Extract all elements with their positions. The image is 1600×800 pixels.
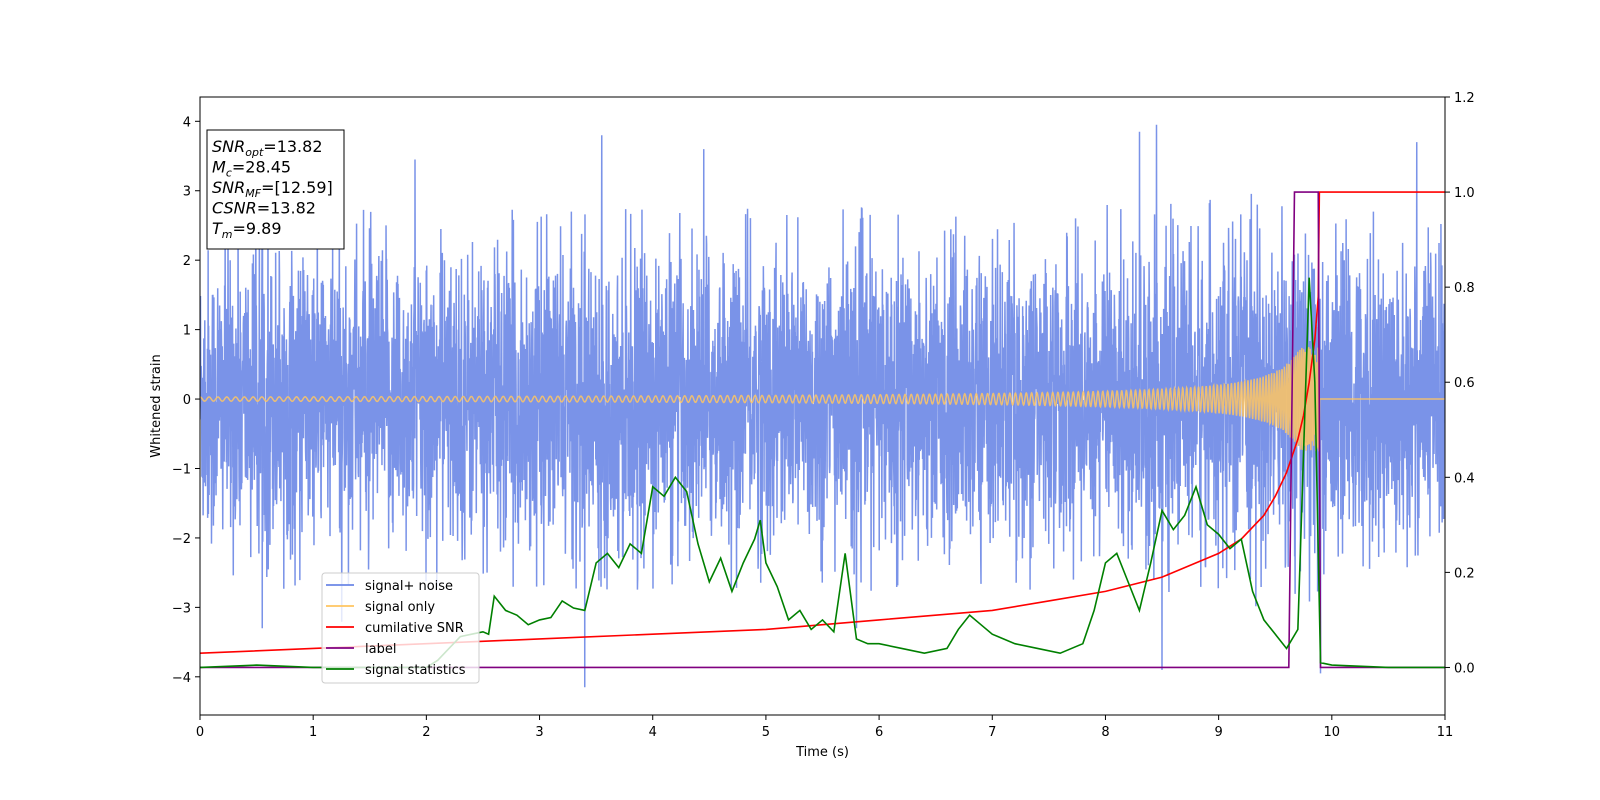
label-line	[200, 191, 1445, 669]
plot-area	[200, 124, 1445, 688]
legend-item: label	[326, 642, 396, 657]
x-tick-label: 2	[422, 725, 430, 740]
y-tick-label: 1	[183, 324, 191, 339]
signal-only-line	[200, 347, 1445, 452]
y2-tick-label: 0.8	[1454, 281, 1475, 296]
legend: signal+ noise signal only cumilative SNR la…	[321, 572, 480, 684]
legend-item: signal only	[326, 600, 435, 615]
legend-label: label	[365, 642, 396, 657]
info-line: SNRopt=13.82	[212, 137, 323, 159]
legend-item: signal statistics	[326, 663, 466, 678]
y2-tick-label: 1.2	[1454, 91, 1475, 106]
x-tick-label: 7	[988, 725, 996, 740]
y-tick-label: 4	[183, 115, 191, 130]
x-tick-label: 10	[1324, 725, 1341, 740]
y-tick-label: −3	[172, 601, 191, 616]
legend-label: signal statistics	[365, 663, 466, 678]
x-axis: 0 1 2 3 4 5 6 7 8 9 10 11	[196, 715, 1453, 740]
x-tick-label: 0	[196, 725, 204, 740]
legend-item: cumilative SNR	[326, 621, 464, 636]
y-tick-label: −1	[172, 462, 191, 477]
info-line: CSNR=13.82	[212, 199, 316, 218]
y-tick-label: 0	[183, 393, 191, 408]
legend-item: signal+ noise	[326, 579, 453, 594]
y-axis-left: −4 −3 −2 −1 0 1 2 3 4	[172, 115, 200, 686]
signal-noise-line	[200, 124, 1445, 688]
plot-frame	[199, 96, 1446, 716]
x-tick-label: 4	[649, 725, 657, 740]
x-tick-label: 1	[309, 725, 317, 740]
y-tick-label: 3	[183, 185, 191, 200]
info-line: SNRMF=[12.59]	[212, 178, 333, 200]
y-axis-label: Whitened strain	[149, 354, 164, 457]
legend-label: cumilative SNR	[365, 621, 464, 636]
cumulative-snr-line	[200, 191, 1445, 654]
y-tick-label: 2	[183, 254, 191, 269]
x-tick-label: 8	[1101, 725, 1109, 740]
x-tick-label: 6	[875, 725, 883, 740]
y-tick-label: −4	[172, 671, 191, 686]
info-box: SNRopt=13.82Mc=28.45SNRMF=[12.59]CSNR=13…	[206, 129, 345, 250]
y2-tick-label: 0.2	[1454, 566, 1475, 581]
legend-frame	[321, 572, 480, 684]
y-tick-label: −2	[172, 532, 191, 547]
y2-tick-label: 0.6	[1454, 376, 1475, 391]
x-tick-label: 11	[1437, 725, 1454, 740]
legend-label: signal+ noise	[365, 579, 453, 594]
y2-tick-label: 0.0	[1454, 661, 1475, 676]
x-tick-label: 9	[1214, 725, 1222, 740]
y2-tick-label: 0.4	[1454, 471, 1475, 486]
x-axis-label: Time (s)	[795, 745, 849, 760]
info-line: Tm=9.89	[212, 219, 282, 241]
info-line: Mc=28.45	[212, 158, 291, 180]
legend-label: signal only	[365, 600, 435, 615]
y2-tick-label: 1.0	[1454, 186, 1475, 201]
x-tick-label: 3	[535, 725, 543, 740]
info-box-frame	[206, 129, 345, 250]
y-axis-right: 0.0 0.2 0.4 0.6 0.8 1.0 1.2	[1445, 91, 1475, 676]
signal-statistics-line	[200, 277, 1445, 669]
x-tick-label: 5	[762, 725, 770, 740]
